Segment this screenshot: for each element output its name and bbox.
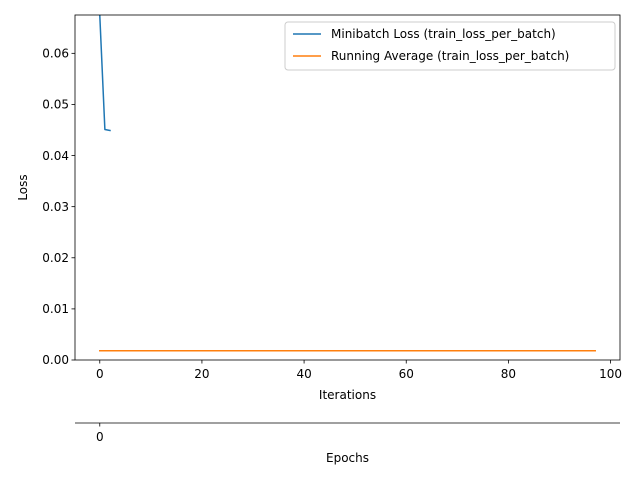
y-tick-label: 0.04 bbox=[42, 149, 69, 163]
plot-area bbox=[99, 15, 596, 352]
epoch-tick-label: 0 bbox=[96, 430, 104, 444]
y-tick-label: 0.01 bbox=[42, 302, 69, 316]
y-axis-label: Loss bbox=[16, 174, 30, 200]
x-tick-label: 20 bbox=[194, 367, 209, 381]
series-line-0 bbox=[99, 15, 111, 132]
x-tick-label: 0 bbox=[96, 367, 104, 381]
legend: Minibatch Loss (train_loss_per_batch) Run… bbox=[284, 21, 616, 71]
x-axis-label: Iterations bbox=[319, 388, 376, 402]
legend-label: Minibatch Loss (train_loss_per_batch) bbox=[331, 27, 556, 41]
x-tick-label: 100 bbox=[599, 367, 622, 381]
y-tick-label: 0.06 bbox=[42, 47, 69, 61]
x-tick-label: 40 bbox=[296, 367, 311, 381]
y-tick-label: 0.05 bbox=[42, 98, 69, 112]
y-tick-label: 0.03 bbox=[42, 200, 69, 214]
legend-box bbox=[284, 21, 616, 71]
y-tick-label: 0.00 bbox=[42, 353, 69, 367]
plot-frame bbox=[74, 14, 621, 361]
series-group bbox=[99, 15, 596, 352]
x-tick-label: 80 bbox=[501, 367, 516, 381]
y-tick-label: 0.02 bbox=[42, 251, 69, 265]
axes: 0 20 40 60 80 100 0.00 0.01 0.02 0.03 0.04 0.05 0.06… bbox=[16, 14, 622, 465]
legend-label: Running Average (train_loss_per_batch) bbox=[331, 49, 569, 63]
epoch-axis-label: Epochs bbox=[326, 451, 369, 465]
x-tick-label: 60 bbox=[399, 367, 414, 381]
